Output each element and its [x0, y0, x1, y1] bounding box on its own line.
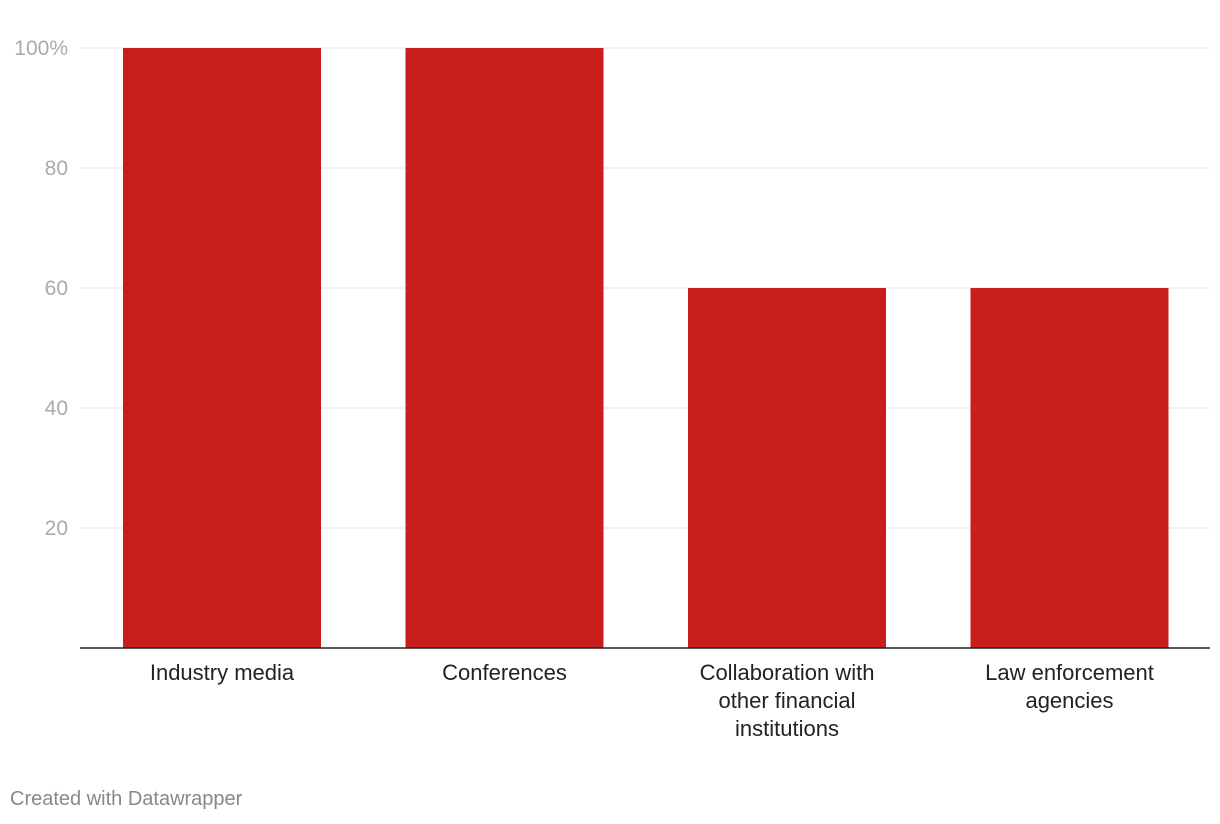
x-category-label: Industry media: [150, 660, 295, 685]
y-tick-label: 20: [45, 517, 68, 540]
y-tick-label: 80: [45, 157, 68, 180]
bar: [688, 288, 886, 648]
x-category-label: Law enforcement agencies: [985, 660, 1154, 713]
x-axis-labels: Industry media Conferences Collaboration w…: [150, 660, 1154, 741]
bar: [405, 48, 604, 648]
bar: [123, 48, 321, 648]
bar: [970, 288, 1169, 648]
x-category-label: Collaboration with other financial institu…: [700, 660, 875, 741]
x-category-label: Conferences: [442, 660, 567, 685]
bars: [123, 48, 1169, 648]
y-tick-label: 100%: [14, 37, 68, 60]
y-tick-label: 40: [45, 397, 68, 420]
y-tick-label: 60: [45, 277, 68, 300]
datawrapper-credit: Created with Datawrapper: [10, 788, 243, 810]
